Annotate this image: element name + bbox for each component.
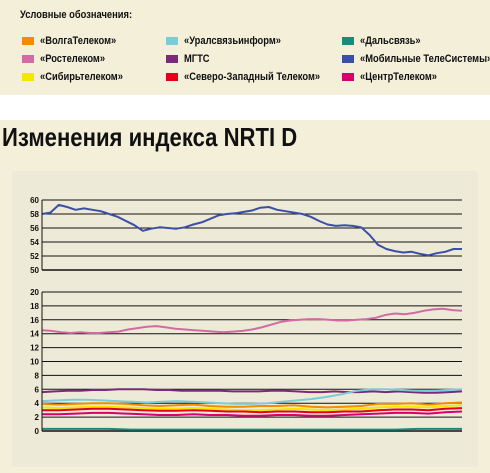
legend-item-volgatelecom: «ВолгаТелеком» xyxy=(22,34,130,48)
series-line xyxy=(42,427,462,431)
legend-label: «ВолгаТелеком» xyxy=(40,35,117,47)
legend-item-rostelecom: «Ростелеком» xyxy=(22,52,117,66)
legend-label: «Дальсвязь» xyxy=(360,35,421,47)
y-tick-label: 54 xyxy=(30,238,39,247)
legend-label: МГТС xyxy=(184,53,210,65)
series-line xyxy=(41,401,463,409)
separator-band xyxy=(0,95,490,120)
legend-item-mts: «Мобильные ТелеСистемы» xyxy=(342,52,490,66)
y-tick-label: 6 xyxy=(35,385,40,394)
legend-item-uralsvyazinform: «Уралсвязьинформ» xyxy=(166,34,298,48)
y-tick-label: 0 xyxy=(35,427,40,436)
y-tick-label: 14 xyxy=(30,330,39,339)
series-line xyxy=(42,407,463,414)
legend-swatch xyxy=(166,37,178,45)
chart-panel: 50 52 54 56 58 60 0 2 4 6 8 10 12 14 16 18 20 xyxy=(12,171,478,467)
y-tick-label: 50 xyxy=(30,266,39,275)
series-line xyxy=(41,388,463,405)
legend-title: Условные обозначения: xyxy=(20,9,133,21)
legend-swatch xyxy=(342,55,354,63)
legend-swatch xyxy=(342,73,354,81)
series-line xyxy=(41,203,462,257)
y-tick-label: 8 xyxy=(35,371,40,380)
legend-item-mgts: МГТС xyxy=(166,52,214,66)
legend-swatch xyxy=(22,37,34,45)
y-tick-label: 18 xyxy=(30,302,39,311)
legend-swatch xyxy=(166,55,178,63)
legend-label: «Ростелеком» xyxy=(40,53,106,65)
series-line xyxy=(41,404,463,412)
series-line xyxy=(42,410,463,417)
y-tick-label: 58 xyxy=(30,210,39,219)
legend-swatch xyxy=(166,73,178,81)
y-tick-label: 20 xyxy=(30,288,39,297)
legend-label: «Сибирьтелеком» xyxy=(40,71,123,83)
y-tick-label: 56 xyxy=(30,224,39,233)
legend-swatch xyxy=(22,73,34,81)
legend-item-dalsvyaz: «Дальсвязь» xyxy=(342,34,431,48)
legend-item-sibirtelecom: «Сибирьтелеком» xyxy=(22,70,138,84)
legend-label: «Уралсвязьинформ» xyxy=(184,35,281,47)
legend-item-szt: «Северо-Западный Телеком» xyxy=(166,70,344,84)
series-line xyxy=(41,388,463,394)
y-tick-label: 16 xyxy=(30,316,39,325)
legend: Условные обозначения: «ВолгаТелеком» «Ур… xyxy=(0,0,490,95)
y-tick-label: 10 xyxy=(30,358,39,367)
legend-swatch xyxy=(22,55,34,63)
y-tick-label: 60 xyxy=(30,196,39,205)
y-tick-label: 52 xyxy=(30,252,39,261)
page-title: Изменения индекса NRTI D xyxy=(2,122,298,152)
legend-swatch xyxy=(342,37,354,45)
legend-label: «ЦентрТелеком» xyxy=(360,71,438,83)
legend-label: «Северо-Западный Телеком» xyxy=(184,71,321,83)
chart-svg: 50 52 54 56 58 60 0 2 4 6 8 10 12 14 16 18 20 xyxy=(30,196,463,436)
y-tick-label: 12 xyxy=(30,344,39,353)
series-line xyxy=(41,307,463,334)
legend-item-centertelecom: «ЦентрТелеком» xyxy=(342,70,451,84)
y-tick-label: 2 xyxy=(35,413,40,422)
legend-label: «Мобильные ТелеСистемы» xyxy=(360,53,490,65)
y-tick-label: 4 xyxy=(35,399,40,408)
